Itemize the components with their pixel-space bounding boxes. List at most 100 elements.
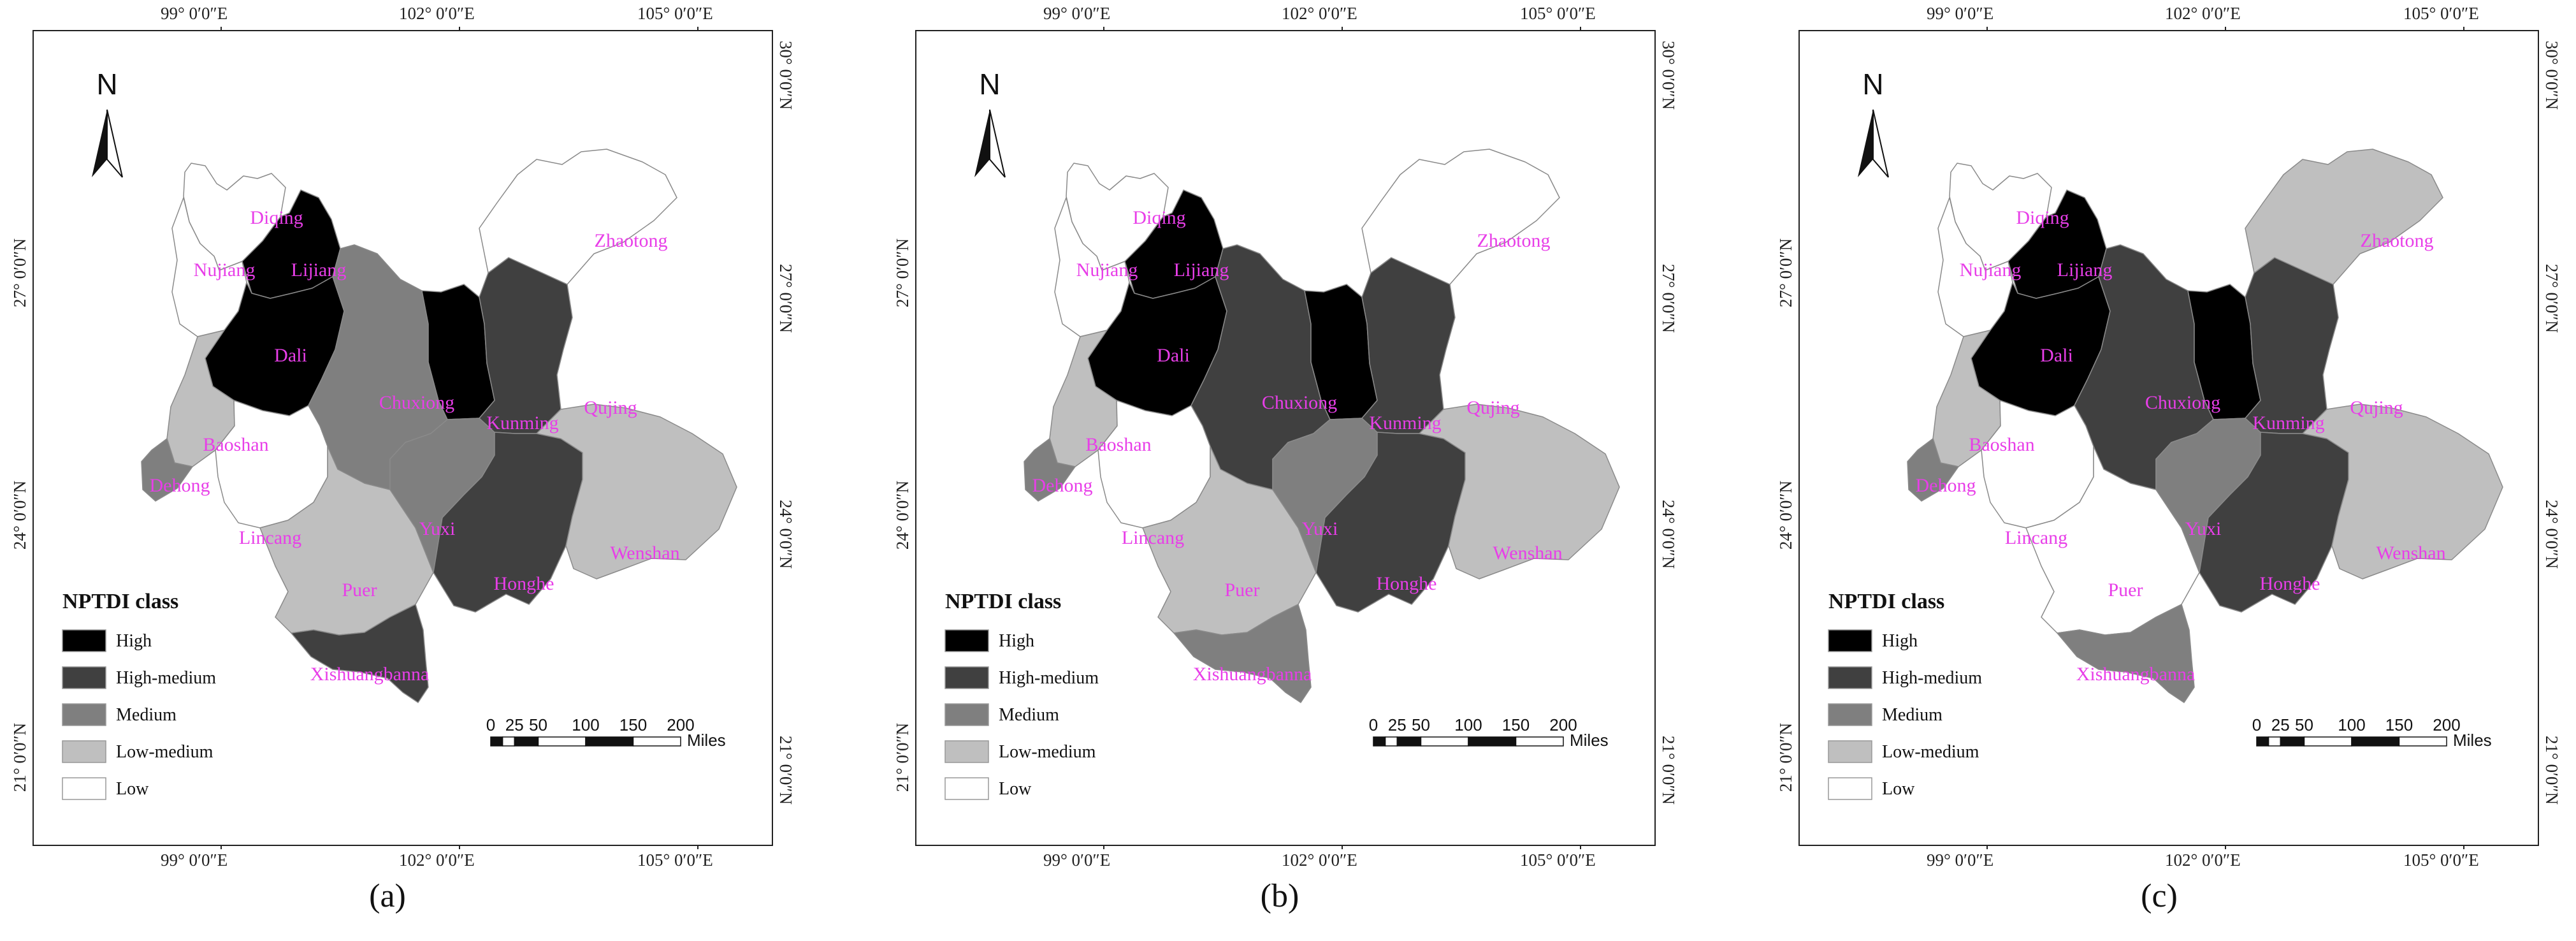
region-labels: Diqing Nujiang Lijiang Dali Baoshan Dehong Lin…: [1032, 207, 1563, 685]
label-kunming: Kunming: [486, 412, 558, 434]
top-axis-label: 99° 0′0″E: [1927, 4, 1994, 23]
right-axis-label: 30° 0′0″N: [2542, 41, 2561, 110]
label-diqing: Diqing: [1132, 207, 1185, 228]
label-puer: Puer: [342, 580, 377, 601]
label-puer: Puer: [2108, 580, 2143, 601]
right-axis-label: 30° 0′0″N: [776, 41, 795, 110]
legend-title: NPTDI class: [62, 590, 178, 613]
legend: NPTDI class High High-medium Medium Low-medi…: [1828, 590, 1982, 800]
map-regions: [1024, 149, 1620, 703]
label-qujing: Qujing: [2350, 397, 2403, 418]
region-dehong: [1907, 438, 1959, 502]
scale-tick-label: 150: [1502, 715, 1530, 734]
label-chuxiong: Chuxiong: [379, 392, 454, 413]
map-regions: [1907, 149, 2503, 703]
scale-tick-label: 50: [2295, 715, 2313, 734]
map-svg: Diqing Nujiang Lijiang Dali Baoshan Dehong Lin…: [1776, 4, 2561, 870]
scale-tick-label: 25: [505, 715, 524, 734]
scale-tick-label: 0: [2252, 715, 2261, 734]
right-axis-label: 27° 0′0″N: [1659, 264, 1678, 333]
legend-swatch-low-medium: [62, 740, 106, 763]
scale-tick-label: 100: [1454, 715, 1482, 734]
scale-tick-label: 150: [619, 715, 647, 734]
legend-label-low-medium: Low-medium: [999, 742, 1096, 762]
region-qujing: [479, 257, 573, 434]
legend-label-low: Low: [1882, 779, 1915, 799]
label-chuxiong: Chuxiong: [1262, 392, 1337, 413]
scale-segment: [1420, 736, 1469, 747]
legend-swatch-low: [62, 777, 106, 800]
top-axis-label: 99° 0′0″E: [161, 4, 228, 23]
legend-swatch-high: [62, 629, 106, 652]
label-kunming: Kunming: [1369, 412, 1441, 434]
scale-tick-label: 200: [667, 715, 694, 734]
legend-label-low-medium: Low-medium: [1882, 742, 1979, 762]
scale-segment: [2268, 736, 2281, 747]
scale-tick-label: 100: [2338, 715, 2365, 734]
legend-title: NPTDI class: [945, 590, 1061, 613]
legend-swatch-high: [944, 629, 989, 652]
bottom-axis-label: 102° 0′0″E: [2165, 850, 2241, 870]
legend-label-high: High: [116, 631, 152, 651]
left-axis-label: 24° 0′0″N: [893, 481, 912, 550]
panel-a: Diqing Nujiang Lijiang Dali Baoshan Dehong Lin…: [10, 4, 795, 870]
top-axis-label: 102° 0′0″E: [399, 4, 475, 23]
label-nujiang: Nujiang: [1076, 259, 1138, 281]
scale-segment: [2303, 736, 2352, 747]
label-nujiang: Nujiang: [194, 259, 256, 281]
label-zhaotong: Zhaotong: [595, 230, 668, 251]
label-puer: Puer: [1225, 580, 1260, 601]
scale-segment: [490, 736, 503, 747]
scale-segment: [632, 736, 681, 747]
panel-label-b: (b): [1260, 878, 1299, 914]
region-xishuangbanna: [1173, 604, 1312, 703]
region-labels: Diqing Nujiang Lijiang Dali Baoshan Dehong Lin…: [1916, 207, 2446, 685]
panel-label-c: (c): [2141, 878, 2178, 914]
left-axis-label: 27° 0′0″N: [893, 238, 912, 307]
north-arrow-left: [92, 110, 107, 177]
region-wenshan: [2302, 404, 2503, 580]
scale-segment: [1396, 736, 1422, 747]
region-zhaotong: [1361, 149, 1560, 285]
north-arrow-right: [989, 109, 1006, 178]
label-honghe: Honghe: [2260, 573, 2320, 594]
scale-unit: Miles: [687, 731, 726, 750]
bottom-axis-label: 99° 0′0″E: [1043, 850, 1110, 870]
scale-tick-label: 100: [572, 715, 599, 734]
legend-swatch-high-medium: [62, 666, 106, 689]
label-yuxi: Yuxi: [1302, 518, 1338, 539]
north-arrow-icon: N: [92, 68, 123, 178]
label-honghe: Honghe: [494, 573, 554, 594]
legend-swatch-low: [1828, 777, 1872, 800]
legend-swatch-medium: [1828, 703, 1872, 726]
bottom-axis-label: 102° 0′0″E: [399, 850, 475, 870]
north-arrow-icon: N: [1858, 68, 1889, 178]
north-arrow-right: [1872, 109, 1889, 178]
scale-segment: [1373, 736, 1386, 747]
label-xishuangbanna: Xishuangbanna: [1193, 664, 1312, 685]
left-axis-label: 27° 0′0″N: [1776, 238, 1795, 307]
label-chuxiong: Chuxiong: [2145, 392, 2220, 413]
scale-segment: [502, 736, 515, 747]
map-svg: Diqing Nujiang Lijiang Dali Baoshan Dehong Lin…: [10, 4, 795, 870]
region-zhaotong: [479, 149, 677, 285]
left-axis-label: 21° 0′0″N: [893, 723, 912, 792]
right-axis-label: 27° 0′0″N: [2542, 264, 2561, 333]
map-regions: [141, 149, 737, 703]
label-dehong: Dehong: [150, 475, 210, 496]
label-lincang: Lincang: [239, 527, 301, 548]
map-svg: Diqing Nujiang Lijiang Dali Baoshan Dehong Lin…: [893, 4, 1678, 870]
bottom-axis-label: 102° 0′0″E: [1282, 850, 1357, 870]
legend-label-high-medium: High-medium: [1882, 668, 1982, 688]
scale-tick-label: 25: [1388, 715, 1407, 734]
region-qujing: [1361, 257, 1456, 434]
scale-tick-label: 200: [2433, 715, 2460, 734]
north-label: N: [979, 68, 1000, 101]
legend-swatch-low: [944, 777, 989, 800]
label-dali: Dali: [2040, 345, 2073, 366]
legend-swatch-high: [1828, 629, 1872, 652]
region-puer: [259, 446, 434, 636]
panel-c: Diqing Nujiang Lijiang Dali Baoshan Dehong Lin…: [1776, 4, 2561, 870]
legend: NPTDI class High High-medium Medium Low-medi…: [944, 590, 1099, 800]
region-xishuangbanna: [291, 604, 429, 703]
